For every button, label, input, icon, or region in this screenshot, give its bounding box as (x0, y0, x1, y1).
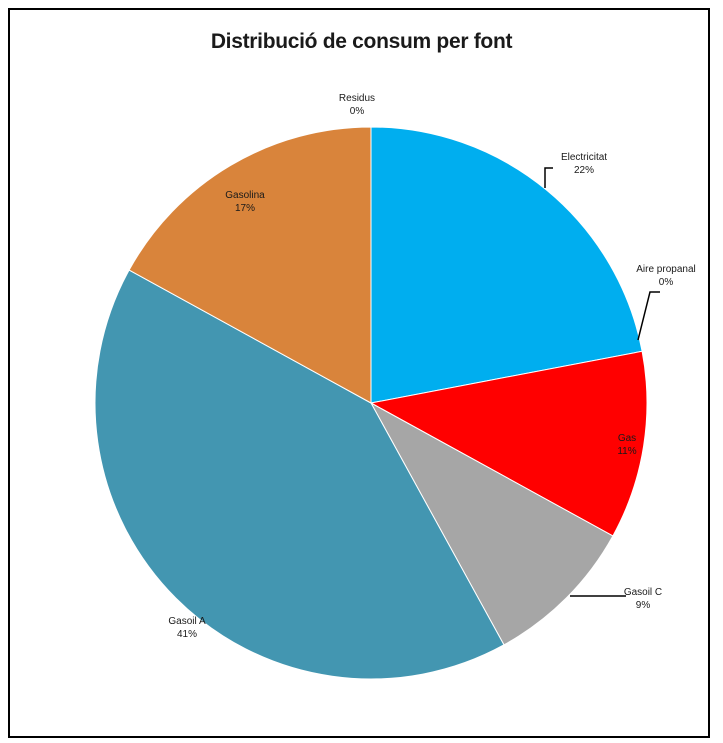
pie-slice-gasolina (128, 126, 372, 404)
slice-label-gasoil-c: Gasoil C (624, 587, 662, 598)
leader-line-aire-propanal (637, 291, 660, 341)
slice-label-gasoil-a: Gasoil A (168, 616, 206, 627)
slice-percent-gasoil-a: 41% (177, 629, 197, 640)
slice-percent-residus: 0% (350, 106, 365, 117)
slice-label-gasolina: Gasolina (225, 190, 265, 201)
slice-label-electricitat: Electricitat (561, 152, 607, 163)
slice-percent-gasolina: 17% (235, 203, 255, 214)
slice-label-residus: Residus (339, 93, 375, 104)
pie-slice-gasoil-c (369, 401, 614, 646)
pie-slice-electricitat (370, 126, 643, 404)
slice-label-gas: Gas (618, 433, 636, 444)
slice-percent-electricitat: 22% (574, 165, 594, 176)
leader-line-electricitat (544, 167, 553, 188)
slice-label-aire-propanal: Aire propanal (636, 264, 695, 275)
pie-slice-gasoil-a (94, 269, 505, 680)
pie-slice-gas (369, 350, 648, 537)
slice-percent-gasoil-c: 9% (636, 600, 651, 611)
slice-percent-gas: 11% (617, 446, 636, 457)
slice-percent-aire-propanal: 0% (659, 277, 674, 288)
chart-title: Distribució de consum per font (210, 30, 513, 53)
